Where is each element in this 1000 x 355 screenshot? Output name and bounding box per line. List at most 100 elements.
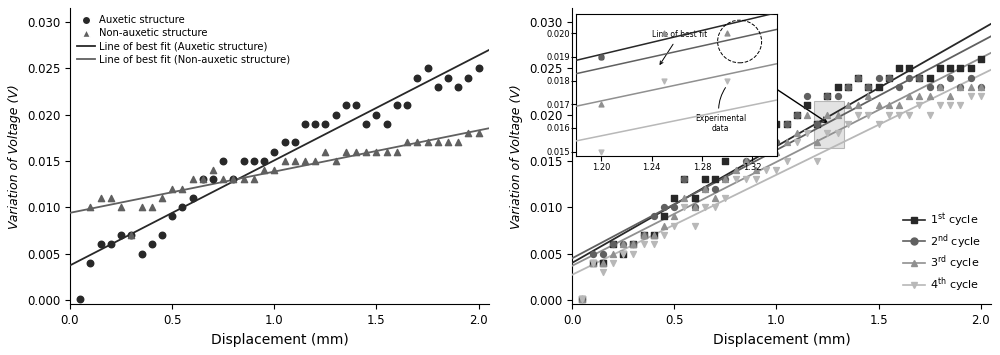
Auxetic structure [174,204,190,210]
Non-auxetic structure [450,140,466,145]
Point [758,130,774,136]
Point [605,241,621,247]
Point [779,140,795,145]
Non-auxetic structure [358,149,374,154]
X-axis label: Displacement (mm): Displacement (mm) [713,333,850,347]
Point [830,84,846,90]
Point [636,232,652,238]
Auxetic structure [164,214,180,219]
Auxetic structure [144,241,160,247]
Point [636,241,652,247]
Point [850,112,866,118]
Point [840,84,856,90]
Point [973,84,989,90]
Point [728,168,744,173]
Non-auxetic structure [430,140,446,145]
Point [768,149,784,154]
Point [891,112,907,118]
Point [779,121,795,127]
Point [717,177,733,182]
Non-auxetic structure [103,195,119,201]
Point [850,75,866,81]
Non-auxetic structure [154,195,170,201]
Auxetic structure [420,66,436,71]
Point [707,195,723,201]
Auxetic structure [297,121,313,127]
Point [728,149,744,154]
Non-auxetic structure [368,149,384,154]
Point [922,112,938,118]
Point [901,112,917,118]
Non-auxetic structure [460,130,476,136]
Point [973,93,989,99]
Point [881,75,897,81]
Point [779,121,795,127]
Point [585,260,601,266]
Point [942,66,958,71]
Point [625,251,641,256]
Point [963,93,979,99]
Auxetic structure [328,112,344,118]
Point [595,260,611,266]
Point [595,269,611,275]
Auxetic structure [307,121,323,127]
Point [952,103,968,108]
Point [738,177,754,182]
Point [687,204,703,210]
Point [942,103,958,108]
Non-auxetic structure [205,168,221,173]
Point [574,296,590,302]
Auxetic structure [215,158,231,164]
Point [860,112,876,118]
Point [932,66,948,71]
Point [911,75,927,81]
Non-auxetic structure [256,168,272,173]
Point [676,177,692,182]
Point [789,112,805,118]
Auxetic structure [358,121,374,127]
Point [799,103,815,108]
Point [768,168,784,173]
Non-auxetic structure [195,177,211,182]
Point [656,223,672,229]
Point [697,186,713,192]
Point [748,140,764,145]
Point [932,84,948,90]
Point [871,75,887,81]
Auxetic structure [348,103,364,108]
Point [840,103,856,108]
Non-auxetic structure [338,149,354,154]
Point [738,149,754,154]
Auxetic structure [338,103,354,108]
Auxetic structure [72,296,88,302]
Point [768,140,784,145]
Non-auxetic structure [82,204,98,210]
Point [676,195,692,201]
Non-auxetic structure [164,186,180,192]
Point [748,149,764,154]
Auxetic structure [430,84,446,90]
Point [625,241,641,247]
Point [646,214,662,219]
Point [728,149,744,154]
Point [717,177,733,182]
Point [636,232,652,238]
Point [830,130,846,136]
Auxetic structure [154,232,170,238]
Point [779,158,795,164]
Point [891,66,907,71]
Point [646,232,662,238]
Auxetic structure [134,251,150,256]
Point [932,103,948,108]
Auxetic structure [399,103,415,108]
Non-auxetic structure [328,158,344,164]
Point [809,121,825,127]
Point [911,103,927,108]
Point [860,84,876,90]
Point [911,75,927,81]
Non-auxetic structure [277,158,293,164]
Auxetic structure [82,260,98,266]
Point [666,204,682,210]
Auxetic structure [256,158,272,164]
Point [574,296,590,302]
